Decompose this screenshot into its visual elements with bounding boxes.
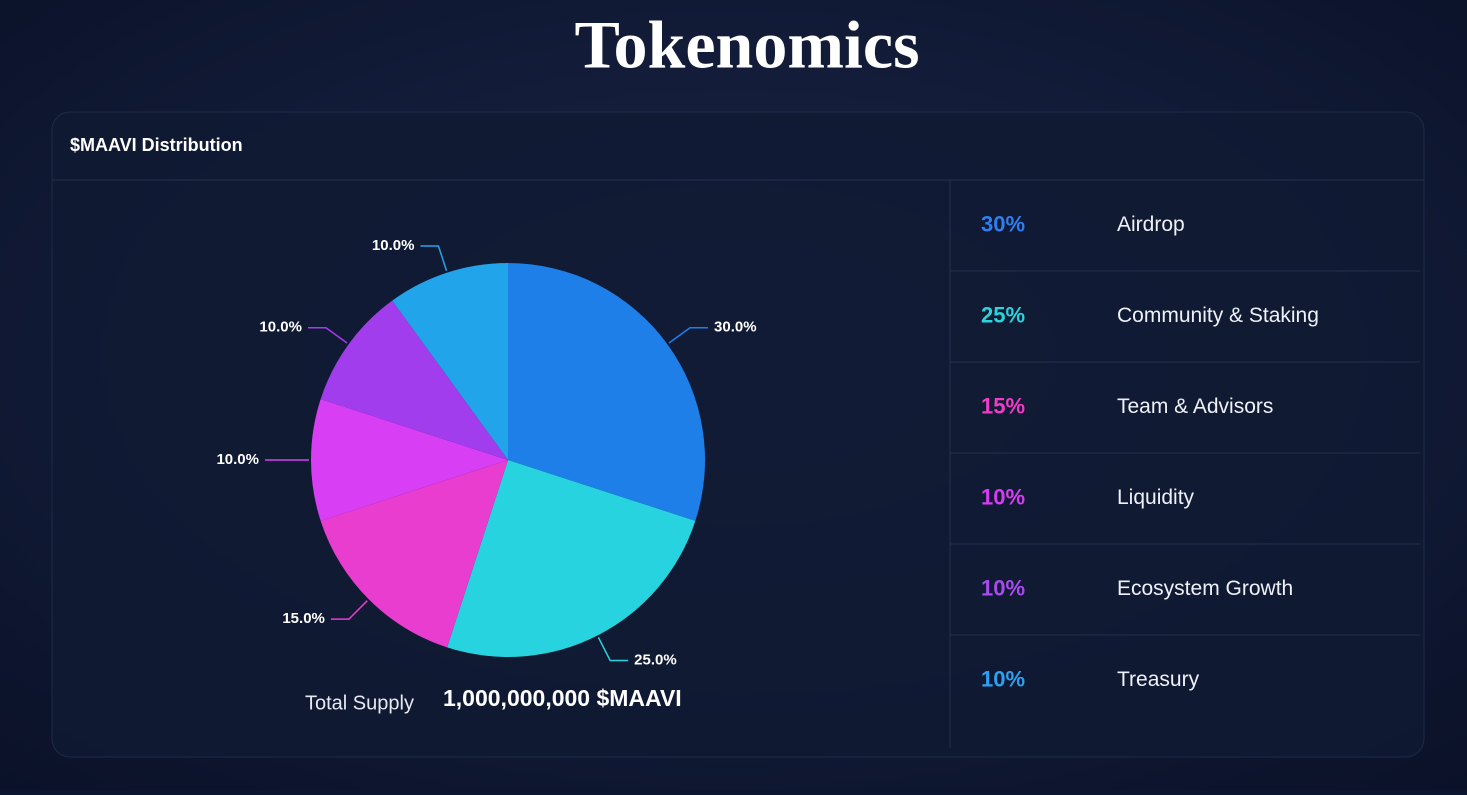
allocation-name: Team & Advisors [1117,395,1273,418]
pie-slice [392,263,508,460]
slice-label: 10.0% [372,237,415,254]
allocation-name: Treasury [1117,668,1200,691]
leader-line [330,600,368,620]
total-supply-label: Total Supply [305,692,414,714]
slice-label: 30.0% [714,319,757,336]
allocation-percent: 30% [981,211,1025,236]
pie-slice [447,460,696,658]
pie-chart: 30.0% 25.0% 15.0% 10.0% 10.0% 10.0% [216,237,756,668]
allocation-percent: 25% [981,302,1025,327]
card-title: $MAAVI Distribution [70,135,243,155]
slice-label: 25.0% [634,651,677,668]
slice-label: 10.0% [259,319,302,336]
allocation-list: 30% Airdrop 25% Community & Staking 15% Team … [950,211,1420,691]
total-supply-value: 1,000,000,000 $MAAVI [443,685,682,711]
leader-line [597,636,629,662]
pie-slice [311,399,508,521]
allocation-name: Airdrop [1117,213,1185,236]
leader-line [307,326,348,344]
allocation-percent: 10% [981,666,1025,691]
slice-label: 10.0% [216,451,259,468]
card [51,111,1425,758]
allocation-name: Ecosystem Growth [1117,577,1293,600]
pie-slice [320,460,508,648]
allocation-name: Community & Staking [1117,304,1319,327]
allocation-percent: 15% [981,393,1025,418]
page-title: Tokenomics [574,7,919,83]
allocation-percent: 10% [981,484,1025,509]
leader-line [668,326,709,344]
pie-slice [508,263,705,521]
allocation-name: Liquidity [1117,486,1195,509]
pie-slice [320,300,508,460]
leader-line [420,245,448,271]
allocation-percent: 10% [981,575,1025,600]
slice-label: 15.0% [282,610,325,627]
